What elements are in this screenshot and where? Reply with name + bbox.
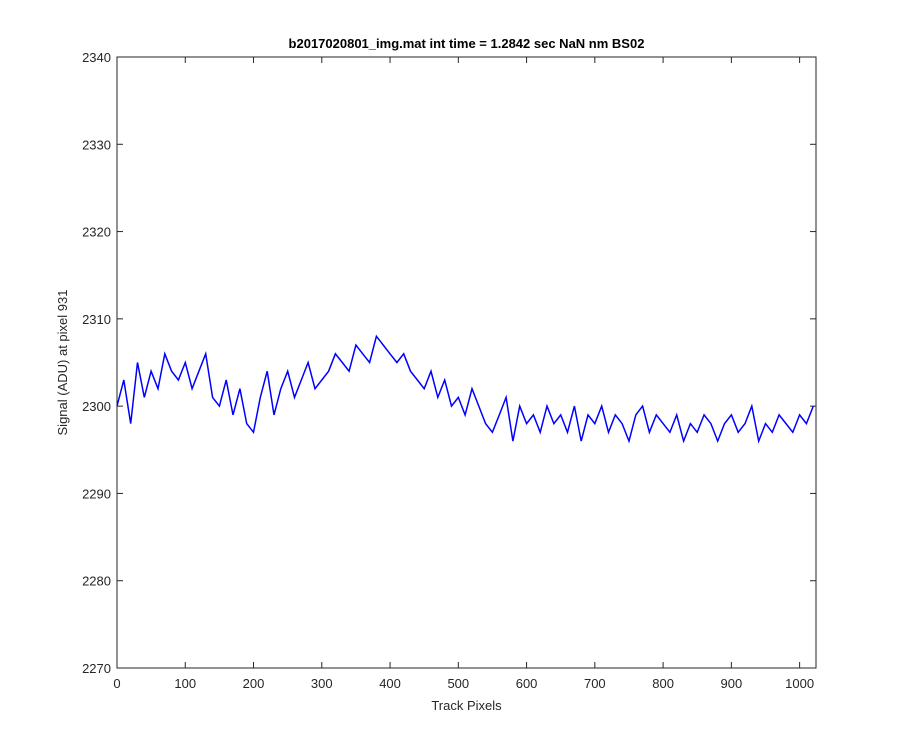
- x-tick-label: 0: [113, 676, 120, 691]
- x-tick-label: 900: [721, 676, 743, 691]
- x-tick-label: 700: [584, 676, 606, 691]
- y-tick-label: 2330: [82, 137, 111, 152]
- x-tick-label: 200: [243, 676, 265, 691]
- x-axis-label: Track Pixels: [431, 698, 502, 713]
- series-layer: [116, 334, 814, 444]
- y-tick-label: 2320: [82, 225, 111, 240]
- y-tick-label: 2300: [82, 399, 111, 414]
- y-tick-label: 2340: [82, 50, 111, 65]
- x-tick-label: 600: [516, 676, 538, 691]
- series-line: [116, 334, 814, 444]
- x-tick-label: 300: [311, 676, 333, 691]
- x-tick-label: 400: [379, 676, 401, 691]
- y-tick-label: 2280: [82, 574, 111, 589]
- x-tick-label: 800: [652, 676, 674, 691]
- chart-title: b2017020801_img.mat int time = 1.2842 se…: [289, 36, 645, 51]
- y-tick-label: 2270: [82, 661, 111, 676]
- y-tick-label: 2310: [82, 312, 111, 327]
- x-tick-label: 100: [174, 676, 196, 691]
- axis-ticks: 0 100 200 300 400 500 600 700 800 900 1000 2270 2280…: [82, 50, 816, 691]
- x-tick-label: 500: [447, 676, 469, 691]
- plot-area: [116, 56, 817, 669]
- y-tick-label: 2290: [82, 486, 111, 501]
- y-axis-label: Signal (ADU) at pixel 931: [55, 290, 70, 436]
- x-tick-label: 1000: [785, 676, 814, 691]
